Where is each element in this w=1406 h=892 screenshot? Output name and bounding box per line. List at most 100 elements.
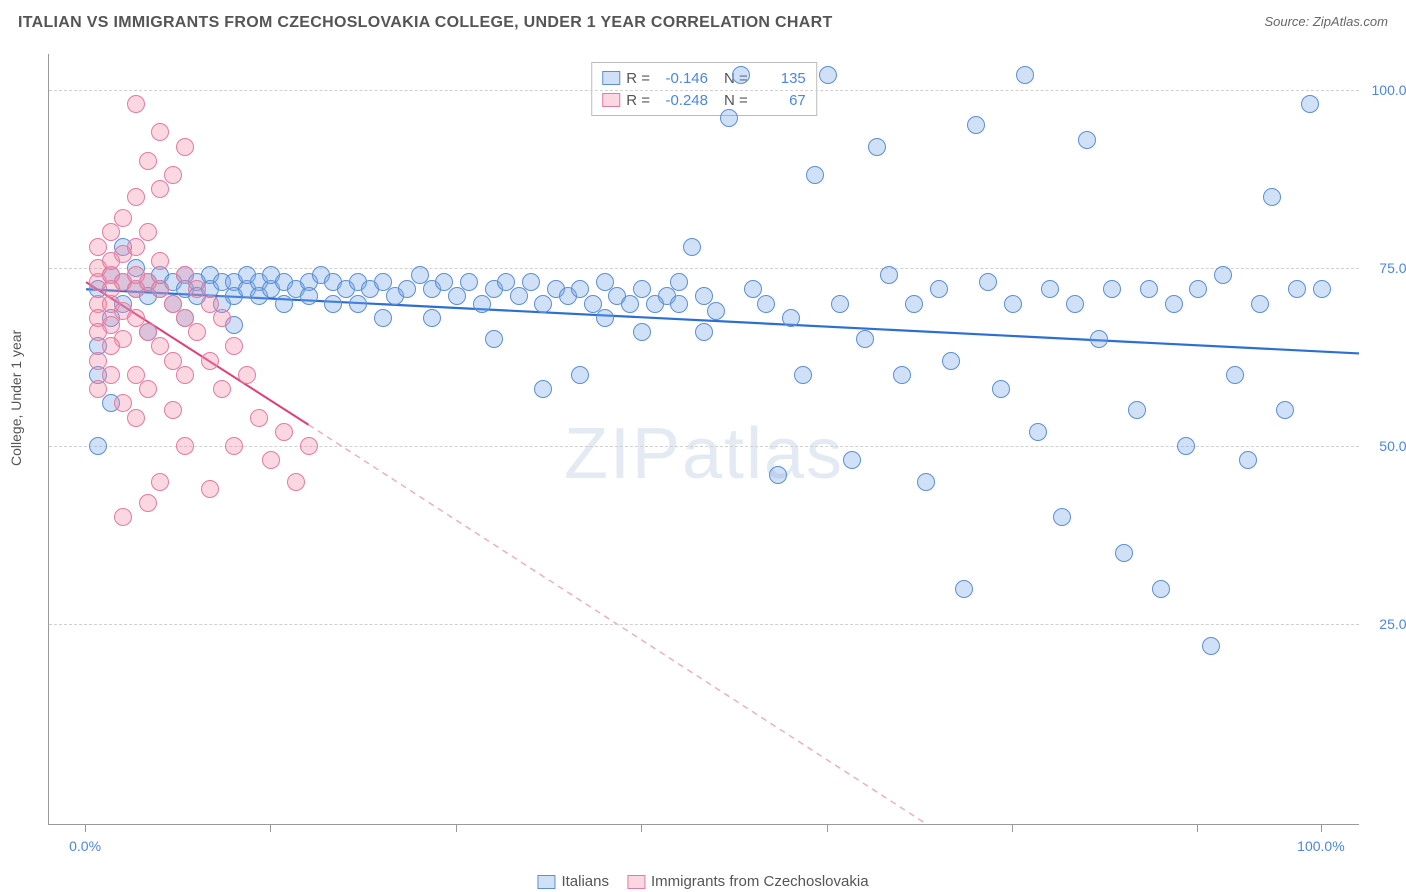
data-point-czech bbox=[287, 473, 305, 491]
data-point-czech bbox=[102, 223, 120, 241]
data-point-czech bbox=[127, 188, 145, 206]
data-point-italians bbox=[1288, 280, 1306, 298]
data-point-italians bbox=[683, 238, 701, 256]
data-point-czech bbox=[225, 337, 243, 355]
data-point-italians bbox=[398, 280, 416, 298]
y-tick-label: 25.0% bbox=[1363, 616, 1406, 632]
n-label: N = bbox=[724, 92, 748, 109]
data-point-czech bbox=[176, 138, 194, 156]
legend-swatch bbox=[602, 71, 620, 85]
data-point-italians bbox=[880, 266, 898, 284]
data-point-czech bbox=[300, 437, 318, 455]
data-point-italians bbox=[1016, 66, 1034, 84]
data-point-italians bbox=[633, 323, 651, 341]
data-point-czech bbox=[127, 238, 145, 256]
y-tick-label: 50.0% bbox=[1363, 438, 1406, 454]
data-point-italians bbox=[534, 295, 552, 313]
data-point-czech bbox=[225, 437, 243, 455]
data-point-czech bbox=[164, 166, 182, 184]
gridline bbox=[49, 90, 1359, 91]
data-point-italians bbox=[349, 295, 367, 313]
data-point-italians bbox=[510, 287, 528, 305]
data-point-italians bbox=[448, 287, 466, 305]
data-point-czech bbox=[151, 473, 169, 491]
r-value: -0.146 bbox=[656, 70, 708, 87]
data-point-italians bbox=[819, 66, 837, 84]
data-point-italians bbox=[1165, 295, 1183, 313]
data-point-czech bbox=[89, 323, 107, 341]
x-tick bbox=[1012, 824, 1013, 832]
y-axis-label: College, Under 1 year bbox=[8, 330, 24, 466]
data-point-czech bbox=[139, 223, 157, 241]
x-tick bbox=[641, 824, 642, 832]
data-point-italians bbox=[1053, 508, 1071, 526]
data-point-italians bbox=[1140, 280, 1158, 298]
legend-label-czech: Immigrants from Czechoslovakia bbox=[651, 873, 869, 890]
data-point-italians bbox=[905, 295, 923, 313]
data-point-czech bbox=[89, 352, 107, 370]
legend-swatch bbox=[602, 93, 620, 107]
data-point-italians bbox=[89, 437, 107, 455]
data-point-czech bbox=[127, 95, 145, 113]
data-point-italians bbox=[1066, 295, 1084, 313]
data-point-italians bbox=[868, 138, 886, 156]
n-value: 135 bbox=[754, 70, 806, 87]
x-tick-label: 0.0% bbox=[69, 838, 101, 854]
x-tick bbox=[456, 824, 457, 832]
data-point-italians bbox=[782, 309, 800, 327]
data-point-czech bbox=[176, 366, 194, 384]
data-point-czech bbox=[213, 309, 231, 327]
data-point-czech bbox=[275, 423, 293, 441]
data-point-italians bbox=[670, 295, 688, 313]
data-point-czech bbox=[201, 480, 219, 498]
data-point-italians bbox=[769, 466, 787, 484]
data-point-italians bbox=[794, 366, 812, 384]
x-tick-label: 100.0% bbox=[1297, 838, 1344, 854]
data-point-italians bbox=[275, 295, 293, 313]
data-point-italians bbox=[1189, 280, 1207, 298]
data-point-czech bbox=[89, 380, 107, 398]
data-point-italians bbox=[942, 352, 960, 370]
data-point-czech bbox=[238, 366, 256, 384]
legend-swatch-czech bbox=[627, 875, 645, 889]
data-point-italians bbox=[1251, 295, 1269, 313]
data-point-czech bbox=[188, 323, 206, 341]
data-point-italians bbox=[460, 273, 478, 291]
data-point-italians bbox=[1226, 366, 1244, 384]
data-point-italians bbox=[1202, 637, 1220, 655]
data-point-italians bbox=[1177, 437, 1195, 455]
chart-title: ITALIAN VS IMMIGRANTS FROM CZECHOSLOVAKI… bbox=[18, 14, 833, 31]
data-point-czech bbox=[102, 280, 120, 298]
data-point-italians bbox=[1090, 330, 1108, 348]
data-point-italians bbox=[1041, 280, 1059, 298]
data-point-italians bbox=[757, 295, 775, 313]
data-point-italians bbox=[930, 280, 948, 298]
legend-row-italians: R =-0.146N =135 bbox=[602, 67, 806, 89]
data-point-czech bbox=[114, 209, 132, 227]
data-point-italians bbox=[979, 273, 997, 291]
data-point-italians bbox=[374, 309, 392, 327]
data-point-italians bbox=[695, 323, 713, 341]
data-point-czech bbox=[151, 180, 169, 198]
data-point-czech bbox=[102, 337, 120, 355]
data-point-italians bbox=[670, 273, 688, 291]
data-point-italians bbox=[1029, 423, 1047, 441]
y-tick-label: 75.0% bbox=[1363, 260, 1406, 276]
source-attribution: Source: ZipAtlas.com bbox=[1264, 14, 1388, 29]
data-point-czech bbox=[139, 380, 157, 398]
x-tick bbox=[1197, 824, 1198, 832]
data-point-italians bbox=[571, 366, 589, 384]
data-point-italians bbox=[534, 380, 552, 398]
n-value: 67 bbox=[754, 92, 806, 109]
data-point-czech bbox=[127, 409, 145, 427]
data-point-czech bbox=[164, 401, 182, 419]
data-point-czech bbox=[176, 266, 194, 284]
data-point-italians bbox=[621, 295, 639, 313]
data-point-czech bbox=[139, 152, 157, 170]
data-point-czech bbox=[102, 366, 120, 384]
trend-lines bbox=[49, 54, 1359, 824]
data-point-italians bbox=[955, 580, 973, 598]
data-point-italians bbox=[1004, 295, 1022, 313]
data-point-czech bbox=[139, 494, 157, 512]
data-point-czech bbox=[201, 352, 219, 370]
